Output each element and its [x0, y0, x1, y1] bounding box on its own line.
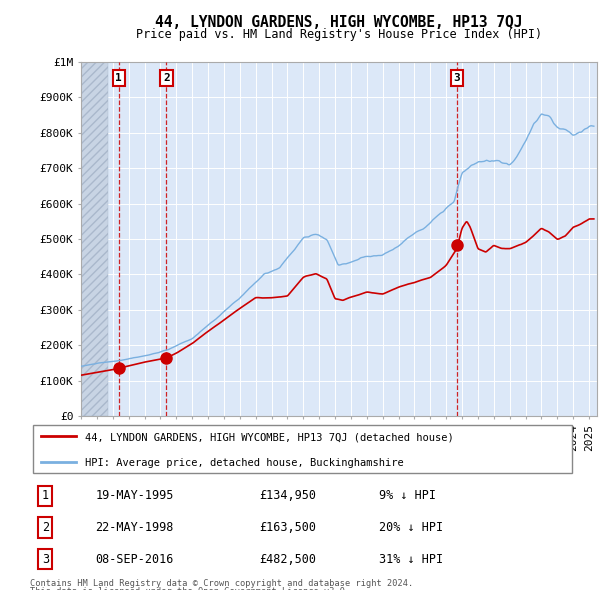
Text: 1: 1: [42, 489, 49, 502]
Text: Price paid vs. HM Land Registry's House Price Index (HPI): Price paid vs. HM Land Registry's House …: [136, 28, 542, 41]
Text: 31% ↓ HPI: 31% ↓ HPI: [379, 553, 443, 566]
Text: 2: 2: [163, 73, 170, 83]
Text: HPI: Average price, detached house, Buckinghamshire: HPI: Average price, detached house, Buck…: [85, 458, 403, 468]
Text: 1: 1: [115, 73, 122, 83]
Text: 2: 2: [42, 521, 49, 534]
Text: £163,500: £163,500: [259, 521, 316, 534]
Text: £134,950: £134,950: [259, 489, 316, 502]
Text: 20% ↓ HPI: 20% ↓ HPI: [379, 521, 443, 534]
Text: 3: 3: [42, 553, 49, 566]
Text: 22-MAY-1998: 22-MAY-1998: [95, 521, 174, 534]
Text: 08-SEP-2016: 08-SEP-2016: [95, 553, 174, 566]
Text: 44, LYNDON GARDENS, HIGH WYCOMBE, HP13 7QJ: 44, LYNDON GARDENS, HIGH WYCOMBE, HP13 7…: [155, 15, 523, 30]
Text: £482,500: £482,500: [259, 553, 316, 566]
FancyBboxPatch shape: [33, 425, 572, 473]
Text: This data is licensed under the Open Government Licence v3.0.: This data is licensed under the Open Gov…: [30, 587, 350, 590]
Text: Contains HM Land Registry data © Crown copyright and database right 2024.: Contains HM Land Registry data © Crown c…: [30, 579, 413, 588]
Text: 19-MAY-1995: 19-MAY-1995: [95, 489, 174, 502]
Text: 3: 3: [454, 73, 460, 83]
Text: 9% ↓ HPI: 9% ↓ HPI: [379, 489, 436, 502]
Text: 44, LYNDON GARDENS, HIGH WYCOMBE, HP13 7QJ (detached house): 44, LYNDON GARDENS, HIGH WYCOMBE, HP13 7…: [85, 432, 454, 442]
